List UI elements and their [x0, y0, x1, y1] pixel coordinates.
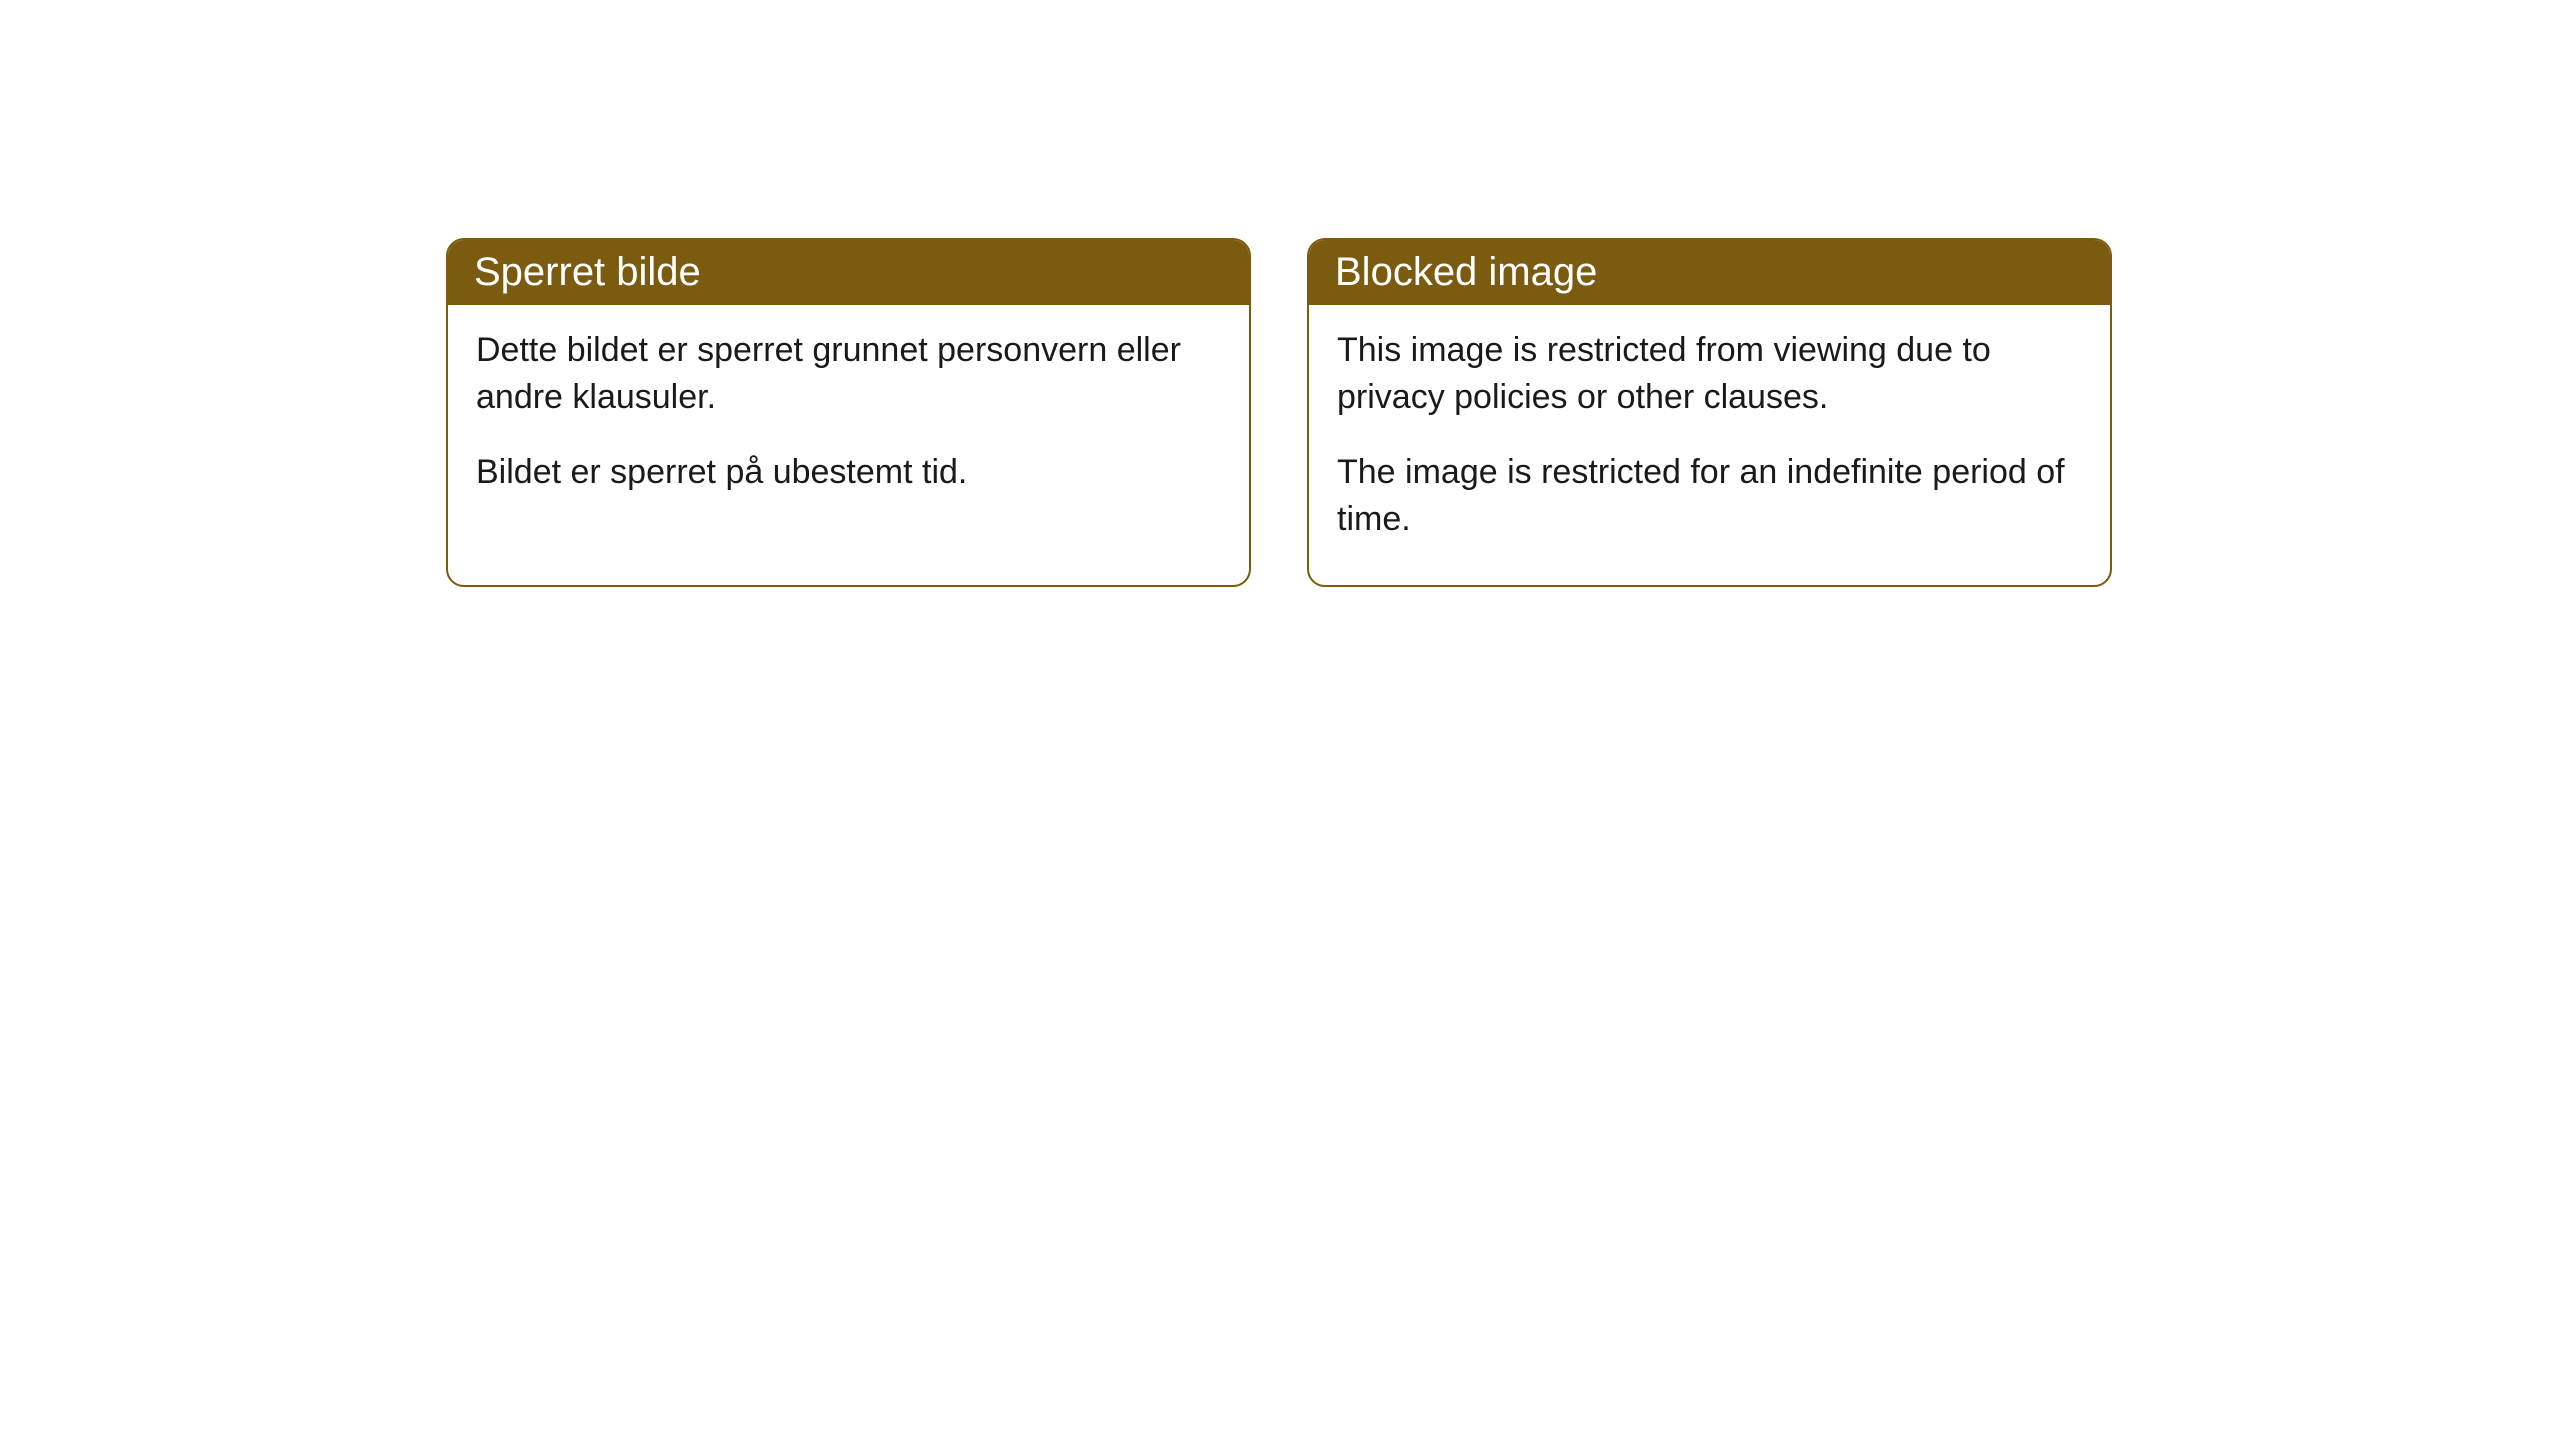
cards-container: Sperret bilde Dette bildet er sperret gr…: [446, 238, 2112, 587]
card-paragraph: Bildet er sperret på ubestemt tid.: [476, 449, 1221, 496]
card-paragraph: This image is restricted from viewing du…: [1337, 327, 2082, 421]
card-body-english: This image is restricted from viewing du…: [1309, 305, 2110, 585]
card-title: Blocked image: [1335, 250, 1597, 294]
card-header-norwegian: Sperret bilde: [448, 240, 1249, 305]
blocked-image-card-norwegian: Sperret bilde Dette bildet er sperret gr…: [446, 238, 1251, 587]
card-header-english: Blocked image: [1309, 240, 2110, 305]
card-title: Sperret bilde: [474, 250, 701, 294]
card-body-norwegian: Dette bildet er sperret grunnet personve…: [448, 305, 1249, 538]
blocked-image-card-english: Blocked image This image is restricted f…: [1307, 238, 2112, 587]
card-paragraph: The image is restricted for an indefinit…: [1337, 449, 2082, 543]
card-paragraph: Dette bildet er sperret grunnet personve…: [476, 327, 1221, 421]
